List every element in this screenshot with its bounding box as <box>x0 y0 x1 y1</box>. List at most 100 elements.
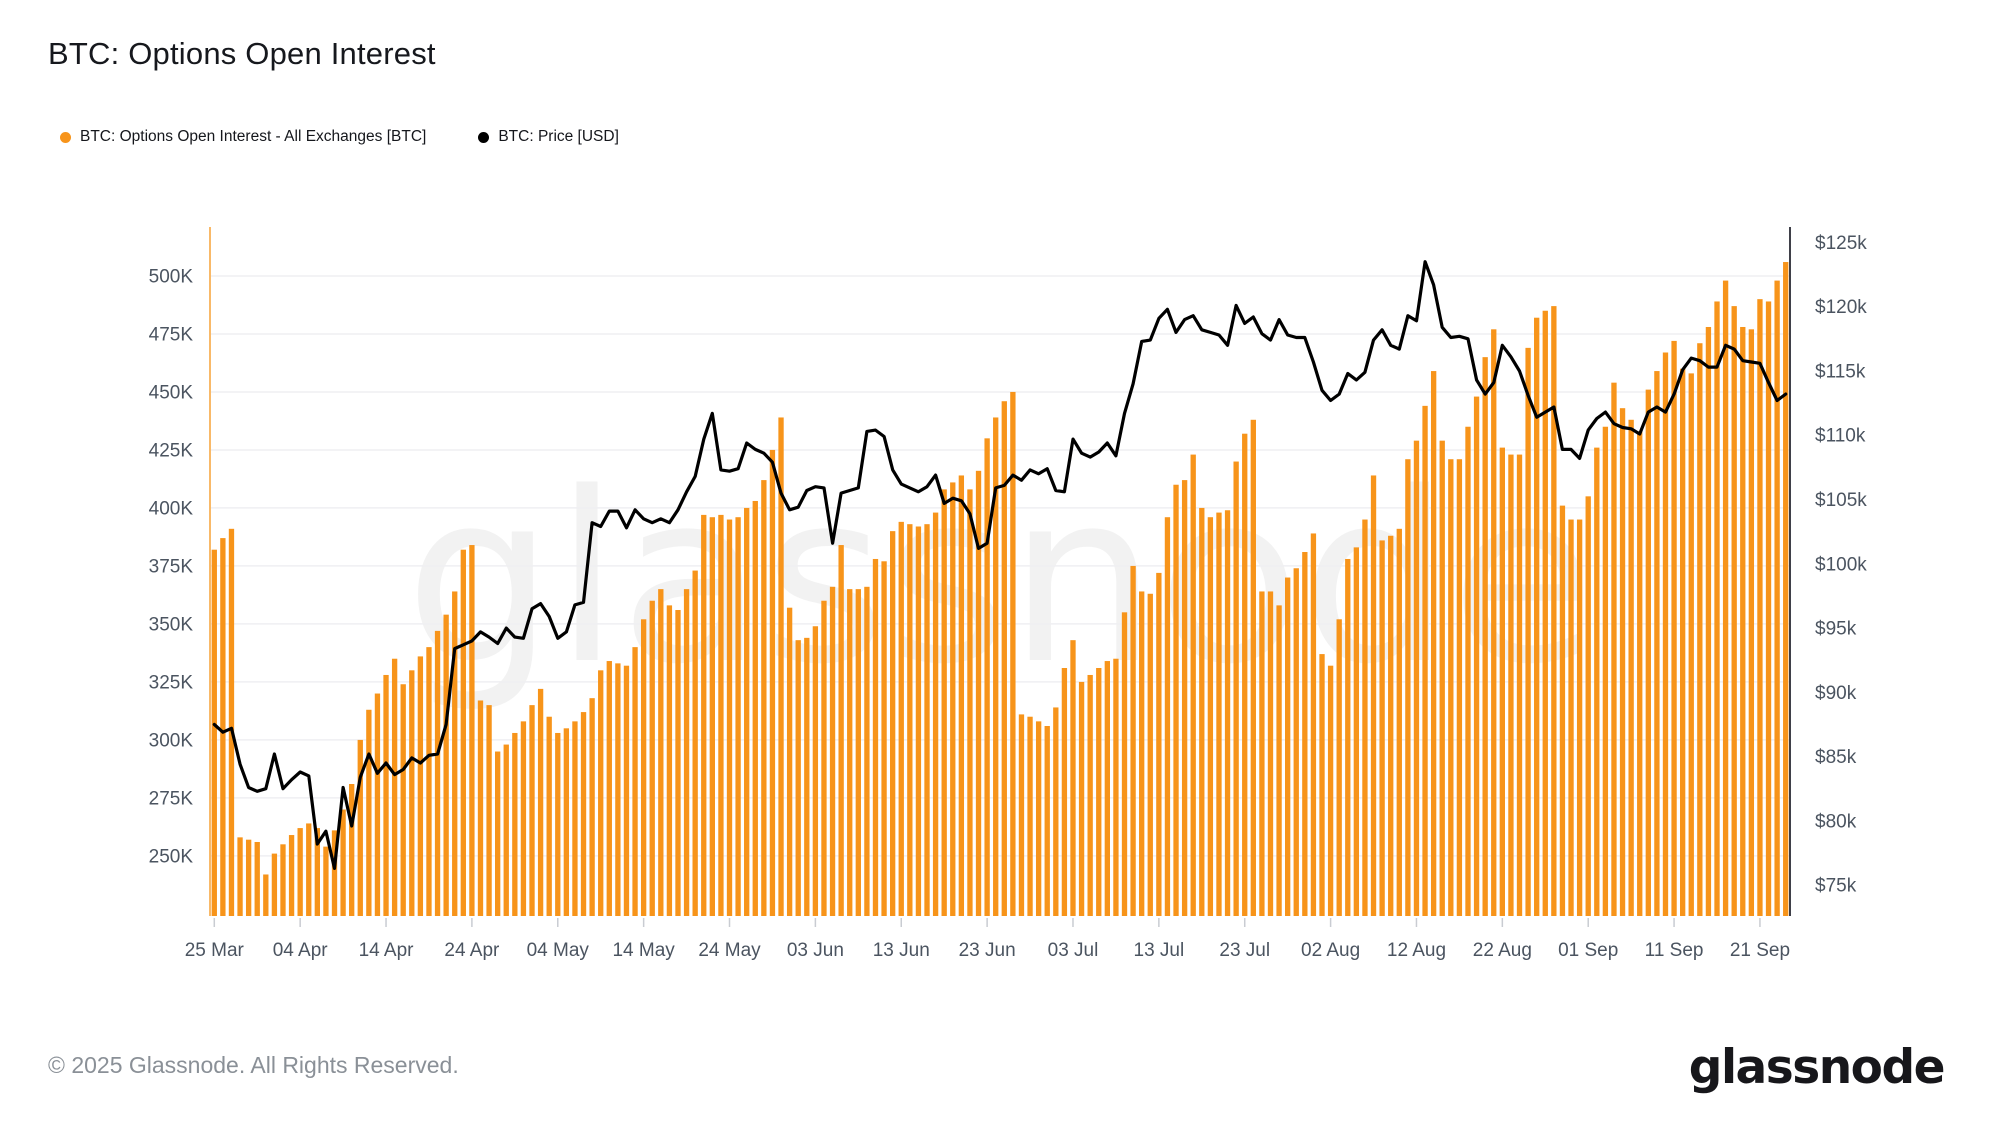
oi-bar <box>752 500 758 916</box>
oi-bar <box>297 828 303 916</box>
right-axis-tick-label: $85k <box>1815 747 1857 768</box>
oi-bar <box>1259 591 1265 916</box>
oi-bar <box>761 480 767 916</box>
oi-bar <box>434 630 441 916</box>
oi-bar <box>1010 391 1016 917</box>
oi-bar <box>254 841 260 916</box>
oi-bar <box>718 514 724 916</box>
oi-bar <box>984 438 990 916</box>
x-axis-tick-label: 13 Jun <box>873 940 930 961</box>
oi-bar <box>443 614 449 916</box>
oi-bar <box>366 709 372 916</box>
oi-bar <box>1190 454 1196 916</box>
x-axis-tick-label: 23 Jun <box>959 940 1016 961</box>
oi-bar <box>563 728 570 916</box>
right-axis-tick-label: $105k <box>1815 490 1867 511</box>
oi-bar <box>1774 280 1780 917</box>
oi-bar <box>1113 658 1119 916</box>
oi-bar <box>701 514 707 916</box>
oi-bar <box>1181 480 1188 916</box>
oi-bar <box>1516 454 1523 916</box>
right-axis-tick-label: $75k <box>1815 876 1857 897</box>
oi-bar <box>1001 401 1007 916</box>
oi-bar <box>855 589 861 916</box>
oi-bar <box>1044 726 1050 916</box>
oi-bar <box>1293 568 1299 916</box>
right-axis-tick-label: $100k <box>1815 554 1867 575</box>
x-axis-tick-label: 24 May <box>698 940 761 961</box>
oi-bar <box>967 489 973 916</box>
oi-bar <box>1388 535 1394 916</box>
oi-bar <box>314 828 320 916</box>
left-axis-tick-label: 425K <box>149 440 194 461</box>
oi-bar <box>357 739 363 916</box>
axis-lines <box>209 227 1791 916</box>
oi-bar <box>426 647 432 916</box>
oi-bar <box>1740 326 1746 916</box>
oi-bar <box>735 517 741 916</box>
oi-bar <box>1139 591 1145 916</box>
x-axis-tick-label: 02 Aug <box>1301 940 1360 961</box>
left-axis-tick-label: 250K <box>149 846 194 867</box>
oi-bar <box>340 809 346 916</box>
page-title: BTC: Options Open Interest <box>48 36 436 71</box>
oi-bar <box>924 524 930 916</box>
oi-bar <box>1619 408 1626 916</box>
oi-bar <box>1224 510 1231 916</box>
oi-bar <box>726 519 733 916</box>
oi-bar <box>400 684 406 916</box>
oi-bar <box>1731 306 1737 916</box>
oi-bar <box>1164 517 1171 916</box>
black-circle-icon <box>478 131 490 143</box>
oi-bar <box>1439 440 1445 916</box>
oi-bar <box>1722 280 1729 917</box>
oi-bar <box>331 830 338 916</box>
x-axis-tick-label: 25 Mar <box>185 940 245 961</box>
oi-bar <box>821 600 827 916</box>
oi-bar <box>1353 547 1360 916</box>
legend-item-open-interest[interactable]: BTC: Options Open Interest - All Exchang… <box>60 128 426 146</box>
oi-bar <box>1456 459 1463 916</box>
oi-bar <box>598 670 604 916</box>
legend-item-price[interactable]: BTC: Price [USD] <box>478 128 619 146</box>
oi-bar <box>1748 329 1755 917</box>
oi-bar <box>1765 301 1772 917</box>
oi-bar <box>469 545 475 916</box>
oi-bar <box>1671 340 1677 916</box>
oi-bar <box>1568 519 1574 916</box>
copyright-text: © 2025 Glassnode. All Rights Reserved. <box>48 1052 459 1078</box>
oi-bar <box>1035 721 1042 916</box>
x-axis-tick-label: 13 Jul <box>1134 940 1185 961</box>
oi-bar <box>1379 540 1385 916</box>
oi-bar <box>683 589 690 916</box>
right-axis-tick-label: $110k <box>1815 426 1866 447</box>
oi-bar <box>1628 419 1634 916</box>
oi-bar <box>228 528 235 916</box>
oi-bar <box>881 561 887 916</box>
left-axis-tick-label: 375K <box>149 556 194 577</box>
oi-bar <box>1362 519 1368 916</box>
oi-bar <box>898 521 904 916</box>
x-axis-tick-label: 22 Aug <box>1473 940 1532 961</box>
x-axis-tick-label: 01 Sep <box>1558 940 1618 961</box>
oi-bar <box>744 507 750 916</box>
oi-bar <box>1156 572 1162 916</box>
oi-bar <box>1147 593 1153 916</box>
oi-bar <box>486 705 492 916</box>
left-axis-tick-label: 400K <box>149 498 194 519</box>
oi-bar <box>812 626 819 916</box>
oi-bar <box>1070 640 1076 916</box>
x-axis-tick-label: 12 Aug <box>1387 940 1446 961</box>
oi-bar <box>1602 426 1609 916</box>
oi-bar <box>529 705 535 916</box>
x-axis-tick-label: 21 Sep <box>1730 940 1790 961</box>
oi-bar <box>1242 433 1248 916</box>
oi-bar <box>1448 459 1454 916</box>
oi-bar <box>1104 661 1110 916</box>
oi-bar <box>1680 368 1686 916</box>
oi-bar <box>1302 552 1308 916</box>
oi-bar <box>623 665 630 916</box>
left-axis-tick-label: 475K <box>149 324 194 345</box>
oi-bar <box>615 663 621 916</box>
